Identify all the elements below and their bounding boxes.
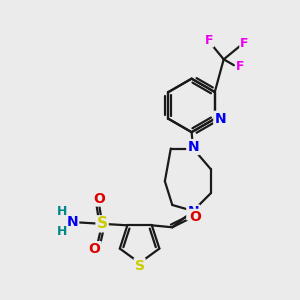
Text: N: N — [67, 215, 78, 229]
Text: N: N — [214, 112, 226, 126]
Text: F: F — [236, 60, 244, 73]
Text: N: N — [187, 140, 199, 154]
Text: O: O — [93, 192, 105, 206]
Text: H: H — [57, 206, 67, 218]
Text: S: S — [135, 259, 145, 273]
Text: H: H — [57, 225, 67, 238]
Text: O: O — [190, 210, 201, 224]
Text: F: F — [205, 34, 213, 46]
Text: F: F — [240, 37, 249, 50]
Text: N: N — [187, 206, 199, 219]
Text: S: S — [97, 216, 108, 231]
Text: O: O — [89, 242, 100, 256]
